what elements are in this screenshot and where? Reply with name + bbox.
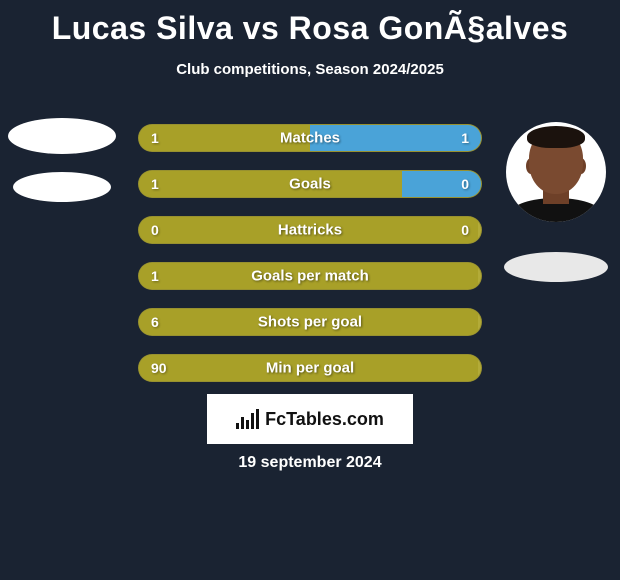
stat-value-left: 90 [151, 360, 167, 376]
player-left-photo-1 [8, 118, 116, 154]
stat-fill-left [139, 171, 402, 197]
stat-value-left: 6 [151, 314, 159, 330]
player-right-photo-face [506, 122, 606, 222]
stat-label: Min per goal [266, 360, 354, 377]
stat-value-left: 1 [151, 268, 159, 284]
stat-value-right: 0 [461, 176, 469, 192]
stat-row: 90 Min per goal [138, 354, 482, 382]
stat-row: 1 Goals per match [138, 262, 482, 290]
stat-label: Goals [289, 176, 331, 193]
stat-value-left: 0 [151, 222, 159, 238]
player-left-photo-2 [13, 172, 111, 202]
stat-label: Matches [280, 130, 340, 147]
player-right-photos [504, 122, 608, 282]
stat-label: Goals per match [251, 268, 369, 285]
stat-label: Shots per goal [258, 314, 362, 331]
stat-value-left: 1 [151, 130, 159, 146]
footer-date: 19 september 2024 [238, 454, 381, 472]
branding-text: FcTables.com [265, 409, 384, 430]
stat-value-right: 1 [461, 130, 469, 146]
stat-row: 1 1 Matches [138, 124, 482, 152]
stat-row: 1 0 Goals [138, 170, 482, 198]
player-left-photos [8, 118, 116, 202]
stat-value-left: 1 [151, 176, 159, 192]
branding-badge: FcTables.com [207, 394, 413, 444]
stat-label: Hattricks [278, 222, 342, 239]
bar-chart-icon [236, 409, 259, 429]
stat-value-right: 0 [461, 222, 469, 238]
stat-row: 6 Shots per goal [138, 308, 482, 336]
stat-row: 0 0 Hattricks [138, 216, 482, 244]
player-right-photo-2 [504, 252, 608, 282]
page-title: Lucas Silva vs Rosa GonÃ§alves [0, 0, 620, 47]
subtitle: Club competitions, Season 2024/2025 [0, 61, 620, 78]
stats-bars: 1 1 Matches 1 0 Goals 0 0 Hattricks 1 Goals per ma… [138, 124, 482, 382]
